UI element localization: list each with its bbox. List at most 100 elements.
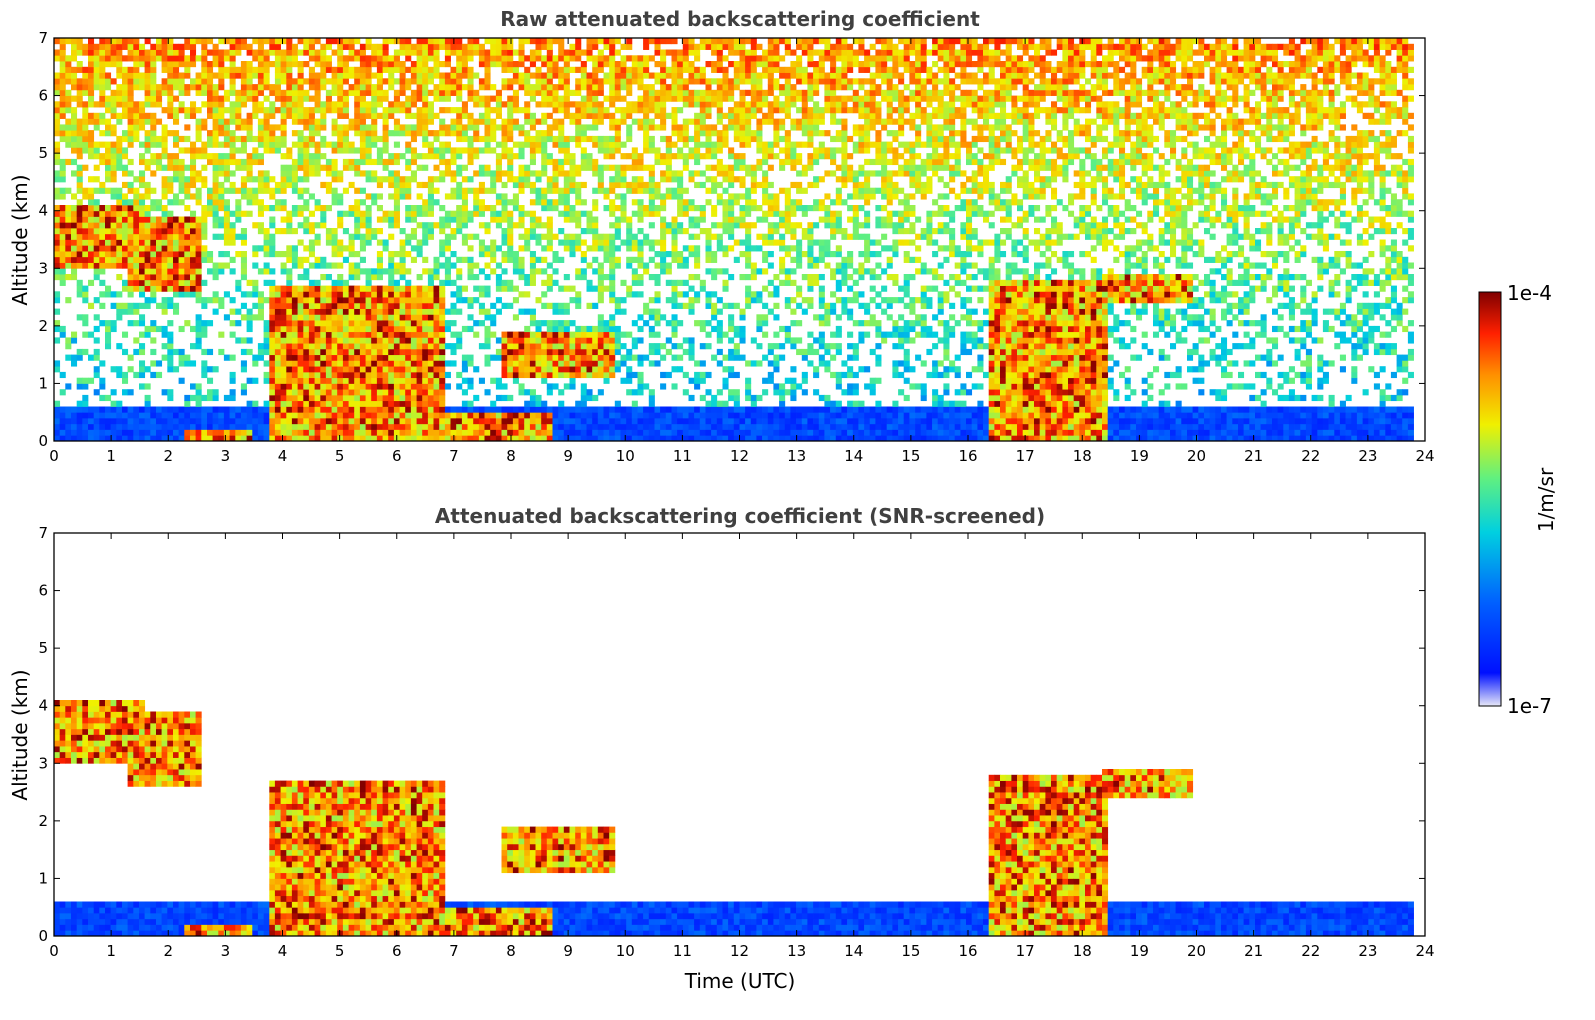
heatmap-cell: [76, 187, 83, 194]
heatmap-cell: [195, 72, 202, 79]
heatmap-cell: [637, 84, 644, 91]
heatmap-cell: [54, 141, 61, 148]
heatmap-cell: [139, 141, 146, 148]
heatmap-cell: [461, 112, 468, 119]
heatmap-cell: [212, 216, 219, 223]
heatmap-cell: [54, 418, 61, 425]
heatmap-cell: [308, 348, 315, 356]
heatmap-cell: [286, 222, 293, 229]
heatmap-cell: [376, 61, 383, 68]
heatmap-cell: [603, 95, 610, 102]
heatmap-cell: [450, 130, 457, 137]
heatmap-cell: [422, 153, 429, 160]
heatmap-cell: [637, 291, 644, 298]
heatmap-cell: [580, 135, 587, 143]
heatmap-cell: [280, 435, 287, 442]
heatmap-cell: [433, 429, 440, 436]
heatmap-cell: [620, 360, 627, 367]
heatmap-cell: [546, 101, 553, 108]
heatmap-cell: [484, 101, 491, 108]
heatmap-cell: [93, 147, 100, 154]
heatmap-cell: [558, 38, 565, 45]
heatmap-cell: [286, 435, 293, 442]
heatmap-cell: [218, 297, 225, 304]
heatmap-cell: [331, 429, 338, 436]
heatmap-cell: [201, 38, 208, 45]
heatmap-cell: [529, 337, 536, 344]
heatmap-cell: [456, 181, 463, 189]
heatmap-cell: [105, 187, 112, 194]
heatmap-cell: [246, 66, 253, 73]
raw-panel-title: Raw attenuated backscattering coefficien…: [500, 7, 980, 31]
heatmap-cell: [54, 251, 61, 258]
heatmap-cell: [325, 423, 332, 430]
heatmap-cell: [365, 279, 372, 286]
heatmap-cell: [524, 135, 531, 143]
heatmap-cell: [439, 383, 446, 390]
heatmap-cell: [410, 389, 417, 396]
heatmap-cell: [71, 130, 78, 137]
heatmap-cell: [382, 118, 389, 125]
heatmap-cell: [314, 297, 321, 304]
heatmap-cell: [212, 233, 219, 240]
heatmap-cell: [212, 297, 219, 304]
heatmap-cell: [637, 95, 644, 102]
heatmap-cell: [207, 297, 214, 304]
heatmap-cell: [546, 89, 553, 96]
heatmap-cell: [76, 251, 83, 258]
heatmap-cell: [286, 84, 293, 91]
heatmap-cell: [597, 89, 604, 96]
heatmap-cell: [382, 239, 389, 246]
heatmap-cell: [263, 205, 270, 212]
heatmap-cell: [235, 49, 242, 56]
heatmap-cell: [286, 406, 293, 413]
heatmap-cell: [331, 118, 338, 125]
heatmap-cell: [569, 216, 576, 223]
heatmap-cell: [359, 61, 366, 68]
heatmap-cell: [535, 371, 542, 379]
heatmap-cell: [65, 423, 72, 430]
heatmap-cell: [563, 308, 570, 315]
heatmap-cell: [427, 360, 434, 367]
heatmap-cell: [139, 435, 146, 442]
heatmap-cell: [620, 406, 627, 413]
heatmap-cell: [150, 348, 157, 356]
heatmap-cell: [580, 228, 587, 235]
heatmap-cell: [127, 435, 134, 442]
heatmap-cell: [133, 112, 140, 119]
heatmap-cell: [575, 291, 582, 298]
heatmap-cell: [388, 233, 395, 240]
heatmap-cell: [609, 176, 616, 183]
heatmap-cell: [127, 43, 134, 50]
heatmap-cell: [320, 418, 327, 425]
heatmap-cell: [59, 371, 66, 379]
heatmap-cell: [122, 164, 129, 171]
heatmap-cell: [303, 389, 310, 396]
heatmap-cell: [178, 107, 185, 114]
heatmap-cell: [274, 285, 281, 292]
heatmap-cell: [365, 314, 372, 321]
heatmap-cell: [354, 210, 361, 217]
heatmap-cell: [331, 383, 338, 390]
heatmap-cell: [320, 49, 327, 56]
heatmap-cell: [303, 228, 310, 235]
heatmap-cell: [320, 43, 327, 50]
heatmap-cell: [252, 302, 259, 309]
heatmap-cell: [110, 418, 117, 425]
heatmap-cell: [354, 320, 361, 327]
heatmap-cell: [331, 354, 338, 361]
heatmap-cell: [580, 199, 587, 206]
heatmap-cell: [359, 135, 366, 143]
heatmap-cell: [105, 337, 112, 344]
heatmap-cell: [433, 130, 440, 137]
heatmap-cell: [342, 124, 349, 131]
heatmap-cell: [637, 158, 644, 166]
heatmap-cell: [201, 331, 208, 338]
heatmap-cell: [325, 343, 332, 350]
heatmap-cell: [586, 210, 593, 217]
heatmap-cell: [518, 337, 525, 344]
heatmap-cell: [484, 135, 491, 143]
heatmap-cell: [433, 325, 440, 333]
heatmap-cell: [240, 274, 247, 281]
heatmap-cell: [269, 193, 276, 200]
